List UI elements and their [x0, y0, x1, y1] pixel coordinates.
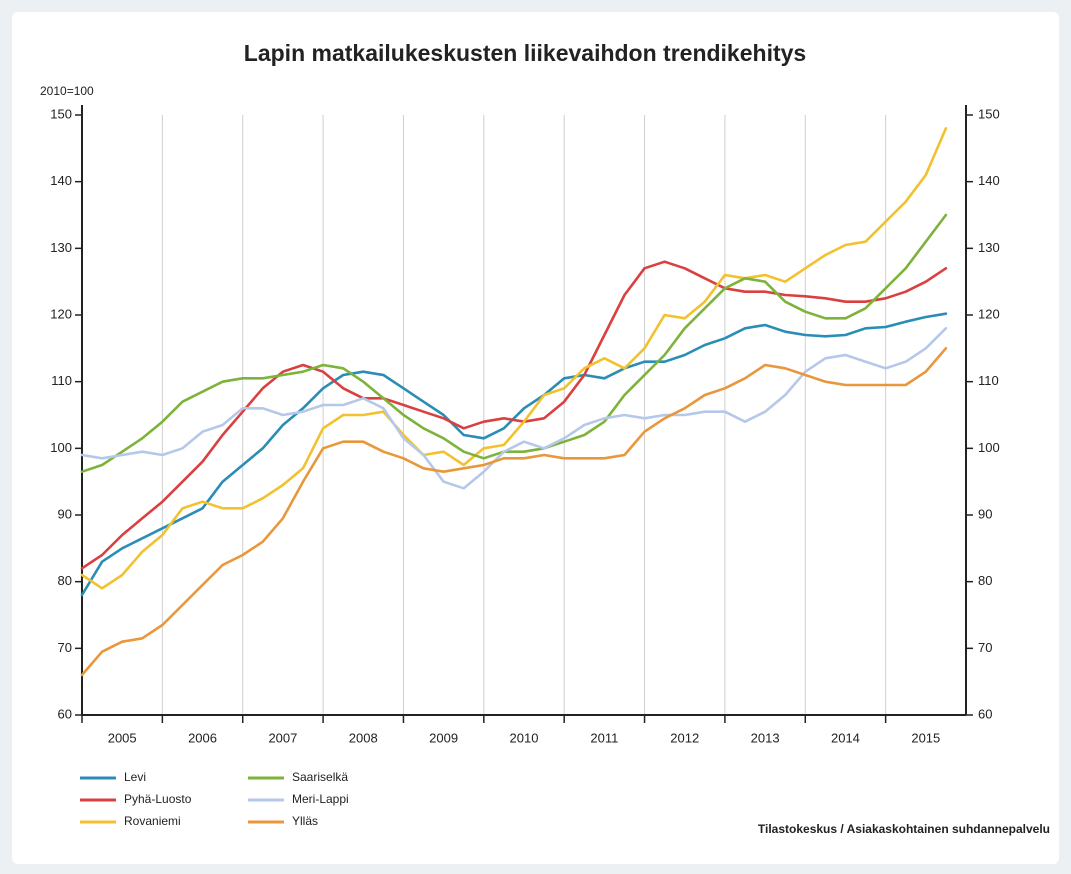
x-tick-label: 2012: [670, 730, 699, 745]
y-tick-label: 100: [50, 440, 72, 455]
legend-label: Ylläs: [292, 814, 318, 828]
series-line: [80, 260, 948, 570]
y-axis-label: 2010=100: [40, 84, 94, 98]
y-tick-label: 140: [50, 173, 72, 188]
series-line: [80, 327, 948, 490]
y2-tick-label: 140: [978, 173, 1000, 188]
y2-tick-label: 70: [978, 640, 992, 655]
series-line: [80, 312, 948, 597]
x-tick-label: 2011: [590, 730, 618, 745]
x-tick-label: 2005: [108, 730, 137, 745]
legend-label: Rovaniemi: [124, 814, 181, 828]
y2-tick-label: 60: [978, 706, 992, 721]
y-tick-label: 130: [50, 240, 72, 255]
source: Tilastokeskus / Asiakaskohtainen suhdann…: [758, 822, 1050, 836]
legend-label: Levi: [124, 770, 146, 784]
x-tick-label: 2015: [911, 730, 940, 745]
y2-tick-label: 150: [978, 106, 1000, 121]
y2-tick-label: 110: [978, 373, 999, 388]
x-tick-label: 2006: [188, 730, 217, 745]
y2-tick-label: 90: [978, 506, 992, 521]
chart-title: Lapin matkailukeskusten liikevaihdon tre…: [244, 40, 806, 66]
x-tick-label: 2010: [510, 730, 539, 745]
legend-label: Pyhä-Luosto: [124, 792, 192, 806]
x-tick-label: 2013: [751, 730, 780, 745]
y2-tick-label: 120: [978, 306, 1000, 321]
y2-tick-label: 130: [978, 240, 1000, 255]
y-tick-label: 90: [58, 506, 72, 521]
y-tick-label: 60: [58, 706, 72, 721]
series-line: [80, 347, 948, 677]
x-tick-label: 2008: [349, 730, 378, 745]
x-tick-label: 2009: [429, 730, 458, 745]
series-line: [80, 127, 948, 590]
y-tick-label: 110: [51, 373, 72, 388]
panel: [12, 12, 1059, 864]
y-tick-label: 70: [58, 640, 72, 655]
x-tick-label: 2014: [831, 730, 860, 745]
y-tick-label: 150: [50, 106, 72, 121]
legend-label: Saariselkä: [292, 770, 348, 784]
y-tick-label: 80: [58, 573, 72, 588]
x-tick-label: 2007: [268, 730, 297, 745]
y-tick-label: 120: [50, 306, 72, 321]
legend-label: Meri-Lappi: [292, 792, 349, 806]
y2-tick-label: 100: [978, 440, 1000, 455]
y2-tick-label: 80: [978, 573, 992, 588]
series-line: [80, 213, 948, 473]
